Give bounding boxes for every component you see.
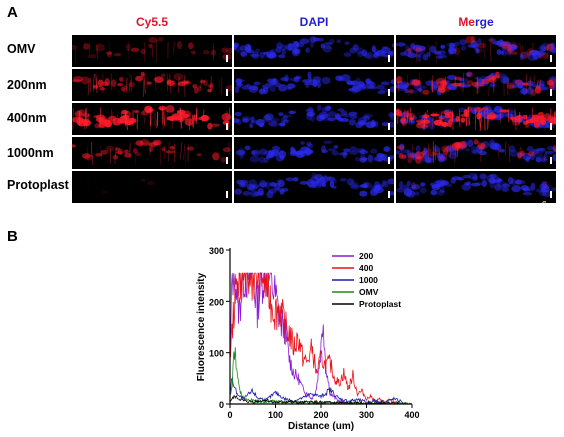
micrograph-image: [234, 71, 394, 95]
micrograph-image: [88, 176, 156, 195]
column-header-merge: Merge: [396, 15, 556, 29]
panel-a-letter: A: [7, 4, 18, 21]
row-label-200nm: 200nm: [7, 78, 47, 92]
scale-bar: [226, 123, 228, 130]
micrograph-1000nm-merge: [396, 137, 556, 169]
micrograph-image: [72, 36, 232, 63]
merge-label-blue-part: rge: [474, 15, 494, 29]
y-axis-label: Fluorescence intensity: [196, 272, 207, 381]
micrograph-image: [72, 139, 231, 165]
scale-bar: [550, 157, 552, 164]
micrograph-1000nm-dapi: [234, 137, 394, 169]
row-label-omv: OMV: [7, 42, 36, 56]
legend-label-1000: 1000: [359, 275, 378, 285]
scale-bar: [388, 89, 390, 96]
panel-b-letter: B: [7, 228, 18, 245]
merge-label-red-part: Me: [458, 15, 475, 29]
micrograph-omv-cy55: [72, 35, 232, 67]
micrograph-omv-merge: [396, 35, 556, 67]
x-tick-label: 0: [227, 410, 232, 420]
x-tick-label: 100: [268, 410, 283, 420]
micrograph-image: [72, 105, 232, 131]
series-line-200: [229, 271, 349, 405]
scale-bar: [226, 191, 228, 198]
micrograph-image: [396, 71, 556, 97]
micrograph-200nm-cy55: [72, 69, 232, 101]
micrograph-400nm-cy55: [72, 103, 232, 135]
row-label-protoplast: Protoplast: [7, 178, 69, 192]
micrograph-protoplast-dapi: [234, 171, 394, 203]
micrograph-image: [234, 104, 394, 129]
scale-bar: [388, 157, 390, 164]
legend-label-omv: OMV: [359, 287, 379, 297]
micrograph-200nm-dapi: [234, 69, 394, 101]
x-axis-label: Distance (um): [288, 421, 354, 432]
series-line-400: [229, 272, 399, 406]
scale-bar: [550, 89, 552, 96]
micrograph-omv-dapi: [234, 35, 394, 67]
column-header-dapi: DAPI: [299, 15, 329, 29]
x-tick-label: 200: [313, 410, 328, 420]
scale-bar: [388, 191, 390, 198]
micrograph-protoplast-merge: 100μm: [396, 171, 556, 203]
micrograph-image: [396, 172, 556, 198]
scale-bar: [226, 89, 228, 96]
micrograph-image: [234, 36, 394, 60]
scale-bar: [388, 123, 390, 130]
micrograph-400nm-merge: [396, 103, 556, 135]
series-line-omv: [229, 347, 412, 406]
legend-label-400: 400: [359, 263, 373, 273]
intensity-line-chart: 0 100 200 300 0 100 200 300 400 Distance (um) Fluo…: [170, 238, 564, 437]
scale-bar: [550, 191, 552, 198]
y-tick-label: 300: [209, 246, 224, 256]
micrograph-image: [234, 172, 394, 199]
micrograph-image: [72, 71, 232, 97]
scale-bar: [226, 157, 228, 164]
legend-label-protoplast: Protoplast: [359, 299, 401, 309]
micrograph-1000nm-cy55: [72, 137, 232, 169]
micrograph-200nm-merge: [396, 69, 556, 101]
scale-bar-label: 100μm: [542, 201, 548, 203]
y-tick-label: 200: [209, 297, 224, 307]
micrograph-image: [235, 140, 394, 164]
x-tick-label: 400: [404, 410, 419, 420]
chart-svg: 0 100 200 300 0 100 200 300 400 Distance (um) Fluo…: [196, 246, 420, 432]
y-tick-label: 100: [209, 349, 224, 359]
micrograph-image: [396, 105, 556, 131]
row-label-400nm: 400nm: [7, 111, 47, 125]
micrograph-image: [396, 35, 556, 63]
series-line-1000: [229, 376, 404, 405]
scale-bar: [388, 55, 390, 62]
micrograph-image: [396, 138, 556, 165]
scale-bar: [226, 55, 228, 62]
scale-bar: [550, 123, 552, 130]
y-tick-label: 0: [219, 400, 224, 410]
legend-label-200: 200: [359, 251, 373, 261]
micrograph-400nm-dapi: [234, 103, 394, 135]
column-header-cy55: Cy5.5: [135, 15, 169, 29]
x-tick-label: 300: [359, 410, 374, 420]
row-label-1000nm: 1000nm: [7, 146, 54, 160]
micrograph-protoplast-cy55: [72, 171, 232, 203]
scale-bar: [550, 55, 552, 62]
